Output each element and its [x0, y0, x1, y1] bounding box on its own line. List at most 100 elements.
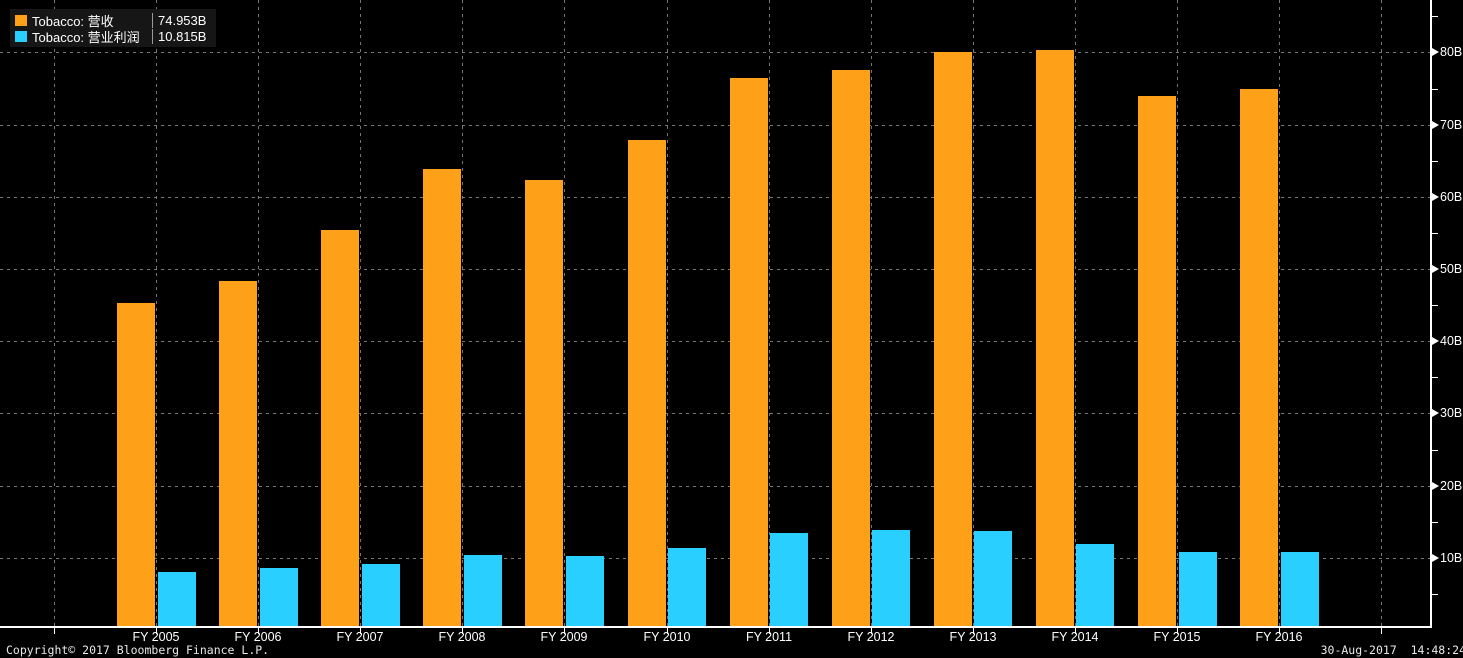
x-axis-label: FY 2005 [132, 630, 180, 644]
x-axis-tick [462, 628, 463, 634]
x-axis-tick [54, 628, 55, 634]
y-axis-label: 30B [1432, 405, 1462, 421]
legend-value-operating-profit: 10.815B [152, 28, 212, 44]
bar-revenue-fy-2011[interactable] [730, 78, 768, 627]
vertical-gridline [258, 0, 259, 627]
horizontal-gridline [0, 125, 1431, 126]
legend-value-revenue: 74.953B [152, 12, 212, 28]
x-axis-label: FY 2008 [438, 630, 486, 644]
vertical-gridline [564, 0, 565, 627]
bar-operating-profit-fy-2016[interactable] [1281, 552, 1319, 627]
axis-tick-arrow-icon [1432, 482, 1439, 490]
y-axis: 10B 20B 30B 40B 50B 60B 70B 80B [1431, 0, 1463, 627]
horizontal-gridline [0, 341, 1431, 342]
horizontal-gridline [0, 413, 1431, 414]
x-axis-tick [1177, 628, 1178, 634]
bar-operating-profit-fy-2010[interactable] [668, 548, 706, 627]
y-axis-minor-tick [1432, 305, 1438, 306]
y-axis-line [1430, 0, 1432, 628]
x-axis-tick [973, 628, 974, 634]
x-axis-label: FY 2011 [745, 630, 793, 644]
axis-tick-arrow-icon [1432, 554, 1439, 562]
bar-operating-profit-fy-2006[interactable] [260, 568, 298, 627]
bar-revenue-fy-2015[interactable] [1138, 96, 1176, 627]
bar-operating-profit-fy-2009[interactable] [566, 556, 604, 627]
y-axis-label-text: 50B [1440, 262, 1463, 276]
bar-revenue-fy-2013[interactable] [934, 52, 972, 627]
vertical-gridline [769, 0, 770, 627]
bar-revenue-fy-2016[interactable] [1240, 89, 1278, 627]
y-axis-minor-tick [1432, 16, 1438, 17]
y-axis-minor-tick [1432, 594, 1438, 595]
y-axis-label-text: 40B [1440, 334, 1463, 348]
x-axis-label: FY 2014 [1051, 630, 1099, 644]
legend: Tobacco: 营收 74.953B Tobacco: 营业利润 10.815… [10, 9, 216, 47]
vertical-gridline [1177, 0, 1178, 627]
x-axis-tick [156, 628, 157, 634]
y-axis-label: 60B [1432, 189, 1462, 205]
y-axis-minor-tick [1432, 89, 1438, 90]
bar-revenue-fy-2012[interactable] [832, 70, 870, 627]
x-axis-label: FY 2009 [540, 630, 588, 644]
vertical-gridline [1279, 0, 1280, 627]
bar-operating-profit-fy-2008[interactable] [464, 555, 502, 627]
x-axis-tick [667, 628, 668, 634]
axis-tick-arrow-icon [1432, 337, 1439, 345]
bar-revenue-fy-2007[interactable] [321, 230, 359, 627]
vertical-gridline [1381, 0, 1382, 627]
bar-revenue-fy-2006[interactable] [219, 281, 257, 627]
axis-tick-arrow-icon [1432, 409, 1439, 417]
vertical-gridline [667, 0, 668, 627]
x-axis-label: FY 2016 [1255, 630, 1303, 644]
bar-operating-profit-fy-2013[interactable] [974, 531, 1012, 627]
legend-item-revenue[interactable]: Tobacco: 营收 74.953B [15, 12, 212, 29]
axis-tick-arrow-icon [1432, 121, 1439, 129]
x-axis-line [0, 626, 1432, 628]
bar-operating-profit-fy-2005[interactable] [158, 572, 196, 627]
x-axis-tick [769, 628, 770, 634]
bar-revenue-fy-2010[interactable] [628, 140, 666, 627]
x-axis-label: FY 2015 [1153, 630, 1201, 644]
horizontal-gridline [0, 558, 1431, 559]
axis-tick-arrow-icon [1432, 48, 1439, 56]
vertical-gridline [973, 0, 974, 627]
horizontal-gridline [0, 197, 1431, 198]
y-axis-label: 70B [1432, 117, 1462, 133]
bar-operating-profit-fy-2007[interactable] [362, 564, 400, 627]
plot-area[interactable] [0, 0, 1431, 627]
vertical-gridline [360, 0, 361, 627]
y-axis-minor-tick [1432, 377, 1438, 378]
axis-tick-arrow-icon [1432, 193, 1439, 201]
vertical-gridline [156, 0, 157, 627]
legend-label-revenue: Tobacco: 营收 [32, 13, 114, 29]
y-axis-label: 80B [1432, 44, 1462, 60]
x-axis-tick [871, 628, 872, 634]
x-axis-label: FY 2007 [336, 630, 384, 644]
y-axis-label-text: 70B [1440, 118, 1463, 132]
bar-revenue-fy-2008[interactable] [423, 169, 461, 627]
horizontal-gridline [0, 52, 1431, 53]
y-axis-label-text: 80B [1440, 45, 1463, 59]
bar-operating-profit-fy-2015[interactable] [1179, 552, 1217, 627]
y-axis-label-text: 60B [1440, 190, 1463, 204]
bar-operating-profit-fy-2012[interactable] [872, 530, 910, 627]
x-axis-tick [564, 628, 565, 634]
vertical-gridline [54, 0, 55, 627]
y-axis-label-text: 10B [1440, 551, 1463, 565]
bar-operating-profit-fy-2014[interactable] [1076, 544, 1114, 627]
bar-revenue-fy-2009[interactable] [525, 180, 563, 627]
bar-revenue-fy-2005[interactable] [117, 303, 155, 627]
x-axis-label: FY 2006 [234, 630, 282, 644]
y-axis-label-text: 20B [1440, 479, 1463, 493]
vertical-gridline [871, 0, 872, 627]
bar-revenue-fy-2014[interactable] [1036, 50, 1074, 627]
x-axis: FY 2005 FY 2006 FY 2007 FY 2008 FY 2009 FY 20… [0, 626, 1463, 650]
y-axis-label: 50B [1432, 261, 1462, 277]
y-axis-label: 20B [1432, 478, 1462, 494]
bar-operating-profit-fy-2011[interactable] [770, 533, 808, 627]
x-axis-tick [1075, 628, 1076, 634]
revenue-swatch-icon [15, 14, 27, 26]
y-axis-minor-tick [1432, 233, 1438, 234]
legend-label-operating-profit: Tobacco: 营业利润 [32, 29, 140, 45]
legend-item-operating-profit[interactable]: Tobacco: 营业利润 10.815B [15, 28, 212, 45]
